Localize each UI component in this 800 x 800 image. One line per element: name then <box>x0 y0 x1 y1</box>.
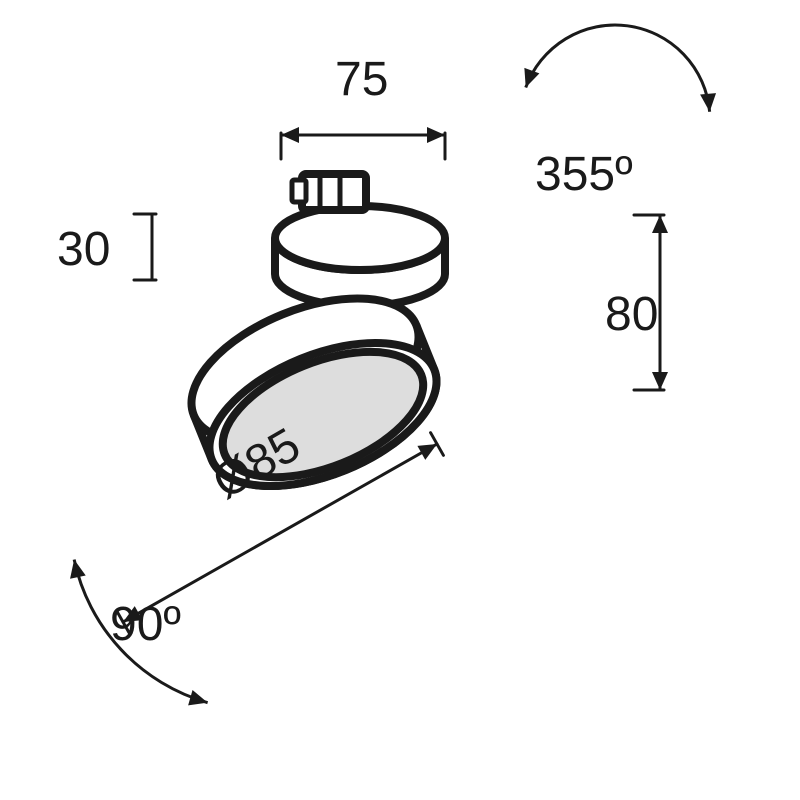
dim-height-right-label: 80 <box>605 288 658 341</box>
dim-rotate-angle-label: 355º <box>535 148 633 201</box>
dim-height-left-label: 30 <box>57 223 110 276</box>
dimension-diagram: 753080Ø8590º355º <box>0 0 800 800</box>
dim-width-top-label: 75 <box>335 53 388 106</box>
dim-tilt-angle-label: 90º <box>110 598 181 651</box>
